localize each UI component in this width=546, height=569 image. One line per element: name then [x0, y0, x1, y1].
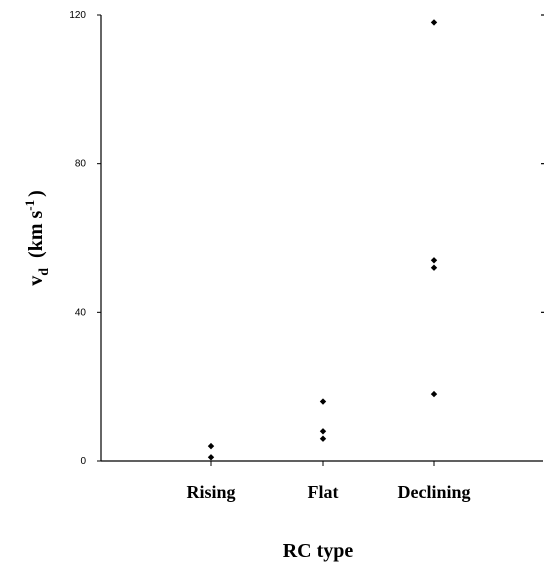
data-point	[430, 264, 438, 271]
data-point	[207, 442, 215, 450]
y-axis-title: vd (km s-1)	[22, 190, 52, 286]
data-point	[430, 390, 438, 398]
y-axis-title-unit-suffix: )	[25, 190, 47, 197]
y-axis-title-unit-prefix: (km s	[25, 211, 47, 258]
y-ticks: 0 40 80 120	[69, 10, 101, 467]
right-tick-marks	[541, 14, 544, 313]
y-axis-title-superscript: -1	[22, 200, 37, 211]
y-axis-title-subscript: d	[37, 268, 52, 276]
data-point	[207, 454, 215, 461]
y-tick-label: 0	[80, 456, 86, 467]
data-points	[207, 19, 438, 461]
x-tick-label: Flat	[308, 482, 339, 502]
x-axis-title: RC type	[283, 540, 354, 562]
data-point	[430, 19, 438, 26]
y-axis-title-base: v	[25, 276, 47, 286]
data-point	[430, 257, 438, 264]
data-point	[319, 428, 327, 435]
data-point	[319, 435, 327, 442]
x-tick-label: Rising	[186, 482, 235, 502]
y-tick-label: 120	[69, 10, 86, 21]
x-ticks: Rising Flat Declining	[186, 461, 471, 502]
y-tick-label: 80	[75, 159, 87, 170]
data-point	[319, 398, 327, 405]
axes	[100, 15, 543, 462]
y-tick-label: 40	[75, 307, 87, 318]
x-tick-label: Declining	[397, 482, 470, 502]
